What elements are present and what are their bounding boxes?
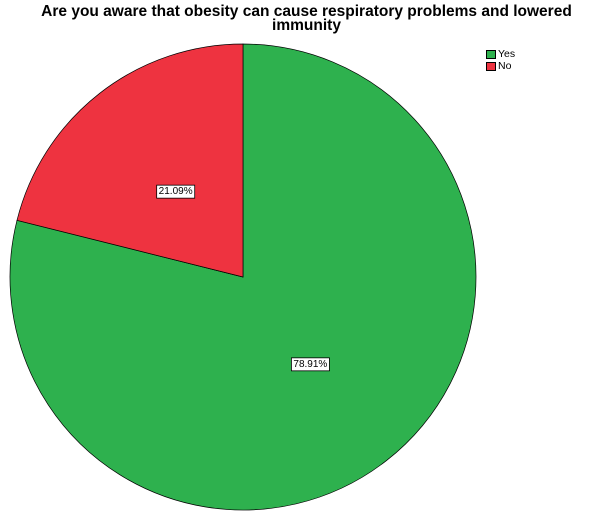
legend-label-no: No xyxy=(498,60,512,72)
data-label-no: 21.09% xyxy=(156,184,196,199)
chart-title: Are you aware that obesity can cause res… xyxy=(41,3,572,34)
legend-swatch-yes xyxy=(486,49,496,59)
legend-item-no: No xyxy=(486,60,515,72)
data-label-text-yes: 78.91% xyxy=(293,359,327,370)
pie-data-labels: 78.91% 21.09% xyxy=(156,184,330,372)
legend-label-yes: Yes xyxy=(498,48,516,60)
data-label-text-no: 21.09% xyxy=(159,186,193,197)
pie-slices xyxy=(9,43,477,511)
data-label-box-no xyxy=(156,184,196,199)
legend: Yes No xyxy=(486,48,515,72)
legend-swatch-no xyxy=(486,61,496,71)
legend-item-yes: Yes xyxy=(486,48,515,60)
data-label-box-yes xyxy=(291,357,330,372)
data-label-yes: 78.91% xyxy=(291,357,330,372)
pie-slice-no xyxy=(16,43,244,278)
